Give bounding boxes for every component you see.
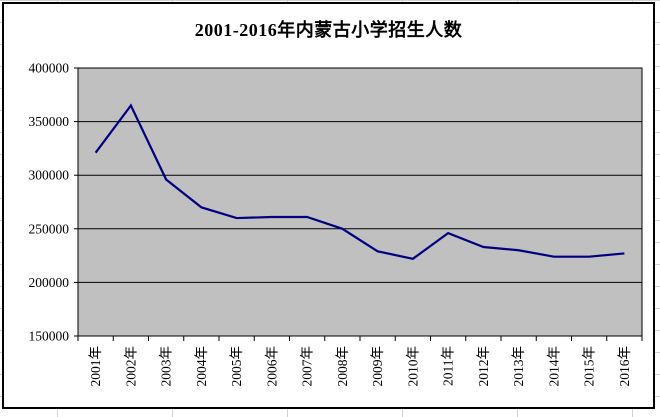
x-axis-label: 2012年 (476, 346, 491, 387)
x-axis-label: 2007年 (300, 346, 315, 387)
y-axis-label: 300000 (29, 168, 70, 183)
x-axis-label: 2009年 (370, 346, 385, 387)
chart-title: 2001-2016年内蒙古小学招生人数 (194, 20, 463, 40)
x-axis-label: 2014年 (546, 346, 561, 387)
y-axis-label: 350000 (29, 114, 70, 129)
x-axis-label: 2005年 (229, 346, 244, 387)
x-axis-label: 2006年 (264, 346, 279, 387)
x-axis-label: 2004年 (194, 346, 209, 387)
data-line (94, 103, 625, 260)
x-axis-label: 2013年 (511, 346, 526, 387)
x-axis-label: 2011年 (441, 346, 456, 386)
y-axis-label: 250000 (29, 221, 70, 236)
x-axis-label: 2003年 (159, 346, 174, 387)
x-axis-label: 2016年 (617, 346, 632, 387)
y-axis-label: 200000 (29, 275, 70, 290)
plot-area (77, 67, 643, 337)
x-axis-label: 2002年 (123, 346, 138, 387)
x-axis-label: 2010年 (405, 346, 420, 387)
x-axis-label: 2008年 (335, 346, 350, 387)
y-axis-label: 150000 (29, 329, 70, 344)
y-axis-label: 400000 (29, 61, 70, 76)
x-axis-label: 2015年 (582, 346, 597, 387)
x-axis-label: 2001年 (88, 346, 103, 387)
